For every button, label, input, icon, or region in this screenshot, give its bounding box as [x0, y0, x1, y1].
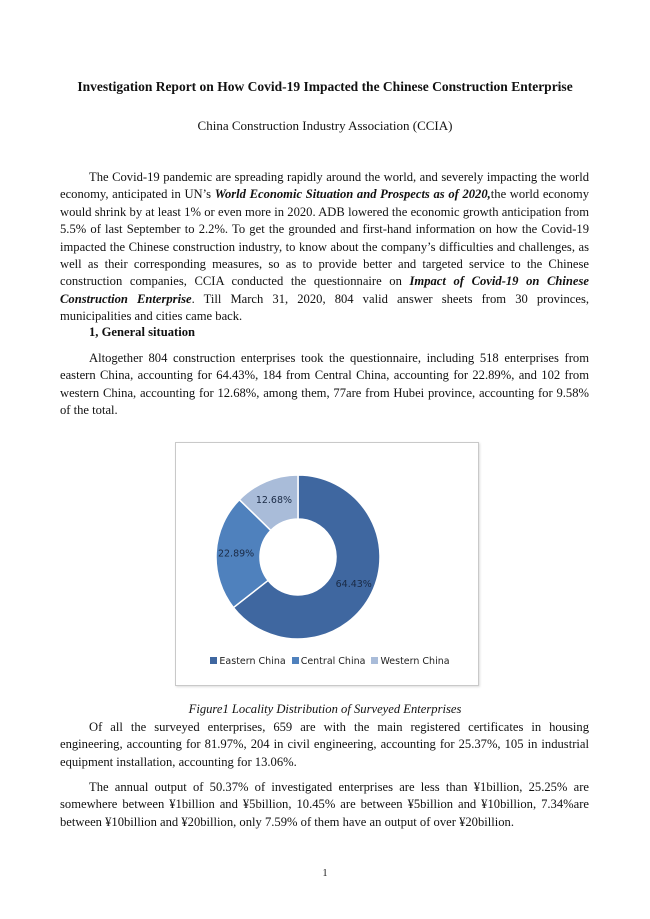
legend-entry: Western China [380, 656, 450, 667]
text: . Till March 31, 2020, 804 valid answer … [60, 291, 589, 324]
general-paragraph: Altogether 804 construction enterprises … [60, 351, 589, 418]
data-label: 22.89% [218, 549, 254, 560]
legend-entry: Eastern China [219, 656, 286, 667]
output-paragraph: The annual output of 50.37% of investiga… [60, 780, 589, 829]
data-label: 64.43% [336, 579, 372, 590]
certificates-paragraph: Of all the surveyed enterprises, 659 are… [60, 720, 589, 769]
page-number: 1 [322, 868, 328, 879]
questionnaire-title-italic: Impact of Covid-19 on Chinese Constructi… [60, 274, 589, 306]
chart-legend: Eastern China Central China Western China [176, 656, 478, 667]
donut-slice-central-china [215, 498, 272, 609]
report-title-italic: World Economic Situation and Prospects a… [214, 187, 491, 202]
document-author: China Construction Industry Association … [197, 118, 453, 133]
donut-slice-western-china [238, 474, 299, 532]
legend-entry: Central China [300, 656, 366, 667]
figure-caption: Figure1 Locality Distribution of Surveye… [188, 702, 462, 716]
donut-chart: 64.43% 22.89% 12.68% Eastern China Central … [175, 442, 479, 686]
section-heading: 1, General situation [89, 325, 195, 339]
intro-paragraph: The Covid-19 pandemic are spreading rapi… [60, 169, 589, 326]
document-title: Investigation Report on How Covid-19 Imp… [77, 79, 573, 94]
legend-swatch [371, 657, 379, 664]
text: the world economy would shrink by at lea… [60, 187, 589, 289]
legend-swatch [291, 657, 299, 664]
data-label: 12.68% [256, 495, 292, 506]
donut-slice-eastern-china [232, 474, 381, 640]
legend-swatch [210, 657, 218, 664]
text: The Covid-19 pandemic are spreading rapi… [60, 170, 589, 202]
donut-chart-svg: 64.43% 22.89% 12.68% [215, 474, 381, 640]
